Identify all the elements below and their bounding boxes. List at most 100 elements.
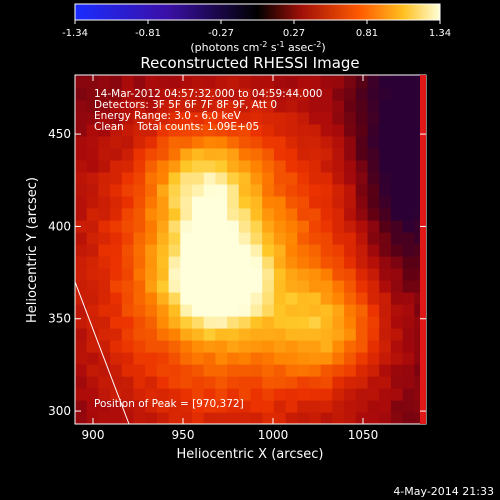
heatmap-pixel: [262, 159, 275, 173]
heatmap-pixel: [133, 87, 146, 101]
heatmap-pixel: [273, 304, 287, 317]
heatmap-pixel: [273, 171, 287, 185]
heatmap-pixel: [390, 364, 404, 377]
heatmap-pixel: [215, 304, 228, 317]
heatmap-pixel: [250, 316, 263, 329]
heatmap-pixel: [86, 388, 99, 401]
heatmap-pixel: [250, 171, 263, 185]
heatmap-pixel: [215, 388, 228, 401]
colorbar-tick-label: 1.34: [429, 28, 451, 39]
heatmap-pixel: [192, 388, 205, 401]
heatmap-pixel: [320, 352, 333, 365]
heatmap-pixel: [133, 352, 146, 365]
heatmap-pixel: [133, 99, 146, 113]
heatmap-pixel: [180, 147, 193, 161]
heatmap-pixel: [320, 220, 333, 233]
y-tick-label: 400: [48, 219, 71, 233]
heatmap-pixel: [203, 195, 216, 209]
heatmap-pixel: [75, 208, 88, 221]
heatmap-pixel: [192, 280, 205, 293]
heatmap-pixel: [156, 135, 170, 149]
heatmap-pixel: [320, 400, 333, 413]
heatmap-pixel: [227, 220, 240, 233]
heatmap-pixel: [98, 304, 111, 317]
heatmap-pixel: [145, 340, 158, 353]
heatmap-pixel: [390, 159, 404, 173]
heatmap-pixel: [273, 135, 287, 149]
heatmap-pixel: [332, 87, 345, 101]
heatmap-pixel: [180, 171, 193, 185]
heatmap-pixel: [75, 256, 88, 269]
heatmap-pixel: [168, 388, 181, 401]
heatmap-pixel: [344, 400, 357, 413]
heatmap-pixel: [320, 195, 333, 209]
heatmap-pixel: [367, 388, 380, 401]
heatmap-pixel: [355, 352, 369, 365]
heatmap-pixel: [86, 135, 99, 149]
annotation-time: 14-Mar-2012 04:57:32.000 to 04:59:44.000: [94, 88, 322, 100]
heatmap-pixel: [402, 412, 415, 424]
heatmap-pixel: [344, 123, 357, 137]
heatmap-pixel: [402, 75, 415, 77]
heatmap-pixel: [344, 111, 357, 125]
annotation-clean: Clean Total counts: 1.09E+05: [94, 121, 259, 133]
heatmap-pixel: [145, 364, 158, 377]
heatmap-pixel: [309, 183, 322, 197]
heatmap-pixel: [215, 75, 228, 77]
heatmap-pixel: [227, 316, 240, 329]
heatmap-pixel: [192, 292, 205, 305]
heatmap-pixel: [309, 123, 322, 137]
heatmap-pixel: [309, 99, 322, 113]
heatmap-pixel: [156, 99, 170, 113]
heatmap-pixel: [75, 159, 88, 173]
heatmap-pixel: [227, 123, 240, 137]
heatmap-pixel: [355, 195, 369, 209]
heatmap-pixel: [145, 99, 158, 113]
heatmap-pixel: [238, 123, 252, 137]
heatmap-pixel: [110, 135, 123, 149]
heatmap-pixel: [98, 171, 111, 185]
heatmap-pixel: [332, 280, 345, 293]
heatmap-pixel: [309, 292, 322, 305]
heatmap-pixel: [86, 195, 99, 209]
heatmap-pixel: [262, 208, 275, 221]
y-axis-ticks: 300 350 400 450: [48, 127, 426, 418]
heatmap-pixel: [367, 256, 380, 269]
heatmap-pixel: [145, 280, 158, 293]
heatmap-pixel: [215, 328, 228, 341]
heatmap-pixel: [168, 75, 181, 89]
heatmap-pixel: [98, 268, 111, 281]
heatmap-pixel: [285, 244, 298, 257]
heatmap-pixel: [390, 292, 404, 305]
heatmap-pixel: [297, 292, 310, 305]
heatmap-pixel: [121, 183, 135, 197]
heatmap-pixel: [121, 376, 135, 389]
heatmap-pixel: [402, 328, 415, 341]
heatmap-pixel: [344, 352, 357, 365]
heatmap-pixel: [98, 280, 111, 293]
heatmap-pixel: [379, 99, 392, 113]
heatmap-pixel: [402, 292, 415, 305]
heatmap-pixel: [297, 268, 310, 281]
heatmap-pixel: [215, 208, 228, 221]
heatmap-pixel: [320, 75, 333, 77]
heatmap-pixel: [227, 244, 240, 257]
heatmap-pixel: [75, 75, 88, 89]
heatmap-pixel: [379, 135, 392, 149]
heatmap-pixel: [390, 232, 404, 245]
x-tick-label: 950: [172, 428, 195, 442]
heatmap-pixel: [121, 352, 135, 365]
heatmap-pixel: [355, 268, 369, 281]
heatmap-pixel: [297, 400, 310, 413]
heatmap-pixel: [297, 87, 310, 101]
heatmap-pixel: [344, 256, 357, 269]
heatmap-pixel: [168, 195, 181, 209]
heatmap-pixel: [86, 220, 99, 233]
heatmap-pixel: [297, 147, 310, 161]
heatmap-pixel: [332, 171, 345, 185]
heatmap-pixel: [75, 195, 88, 209]
heatmap-pixel: [133, 75, 146, 89]
heatmap-pixel: [320, 328, 333, 341]
heatmap-pixel: [192, 171, 205, 185]
heatmap-pixel: [203, 147, 216, 161]
